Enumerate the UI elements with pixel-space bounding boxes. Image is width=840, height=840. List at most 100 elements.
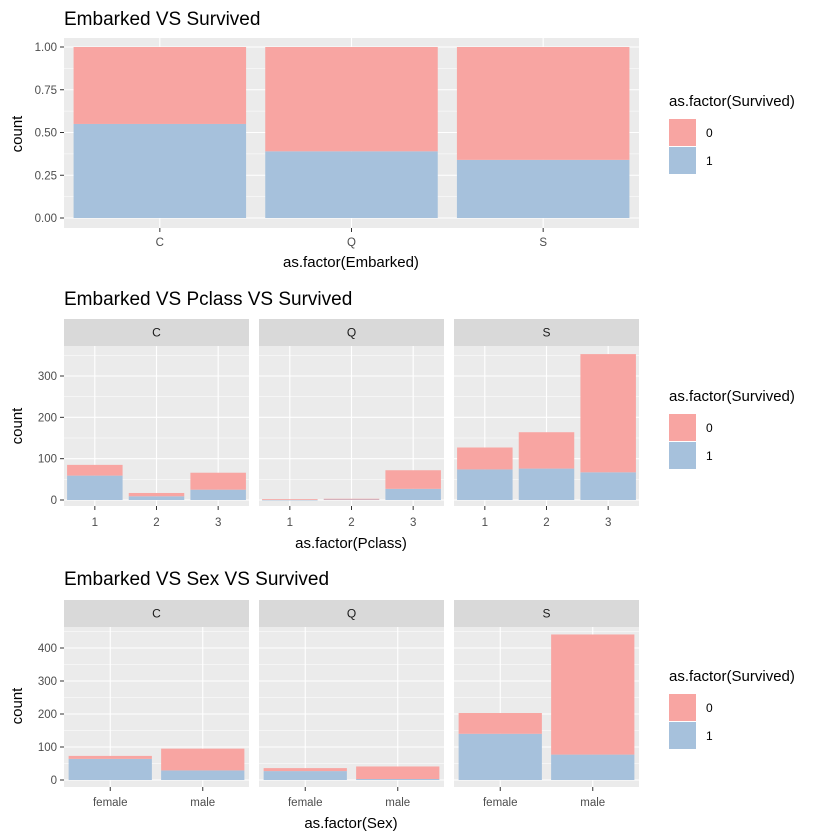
y-tick-label: 300: [38, 371, 57, 383]
bar-segment-survived-0: [67, 464, 123, 476]
bar-segment-survived-0: [265, 47, 438, 152]
x-axis-title: as.factor(Pclass): [295, 535, 407, 552]
bar-segment-survived-0: [551, 634, 635, 755]
legend-label-1: 1: [706, 729, 713, 743]
y-tick-label: 0.00: [35, 213, 57, 225]
bar-segment-survived-1: [67, 475, 123, 500]
x-axis-title: as.factor(Sex): [304, 815, 397, 832]
y-tick-label: 100: [38, 454, 57, 466]
facet-strip: [454, 600, 639, 627]
x-tick-label: 3: [410, 517, 416, 529]
bar-segment-survived-1: [458, 733, 542, 780]
facet-label: Q: [347, 326, 356, 340]
x-tick-label: female: [93, 797, 128, 809]
facet-label: S: [542, 607, 550, 621]
facet-strip: [64, 319, 249, 346]
bar-segment-survived-0: [458, 713, 542, 734]
y-tick-label: 100: [38, 742, 57, 754]
bar-segment-survived-1: [68, 758, 152, 780]
bar-segment-survived-0: [190, 472, 246, 490]
x-tick-label: S: [539, 237, 547, 249]
legend-label-1: 1: [706, 154, 713, 168]
x-tick-label: female: [288, 797, 323, 809]
bar-segment-survived-0: [323, 498, 380, 500]
x-tick-label: 1: [287, 517, 293, 529]
bar-segment-survived-1: [457, 469, 513, 500]
bar-segment-survived-0: [263, 768, 347, 772]
x-tick-label: 1: [92, 517, 98, 529]
y-tick-label: 0: [51, 775, 57, 787]
y-axis-title: count: [9, 687, 26, 725]
legend-title: as.factor(Survived): [669, 93, 795, 110]
bar-segment-survived-1: [73, 123, 247, 218]
x-tick-label: 3: [605, 517, 611, 529]
y-tick-label: 300: [38, 676, 57, 688]
x-tick-label: male: [190, 797, 215, 809]
y-tick-label: 200: [38, 412, 57, 424]
bar-segment-survived-0: [456, 47, 630, 160]
bar-segment-survived-1: [265, 151, 438, 218]
y-tick-label: 0.75: [35, 85, 57, 97]
bar-segment-survived-0: [356, 766, 440, 780]
bar-segment-survived-0: [385, 470, 441, 489]
x-tick-label: 1: [482, 517, 488, 529]
legend-swatch-1: [669, 722, 696, 749]
y-tick-label: 0.50: [35, 128, 57, 140]
chart-title: Embarked VS Pclass VS Survived: [64, 289, 352, 310]
bar-segment-survived-1: [263, 771, 347, 780]
x-tick-label: male: [580, 797, 605, 809]
facet-label: Q: [347, 607, 356, 621]
facet-strip: [259, 319, 444, 346]
bar-segment-survived-1: [518, 468, 575, 500]
x-tick-label: 2: [543, 517, 549, 529]
legend-title: as.factor(Survived): [669, 388, 795, 405]
bar-segment-survived-0: [457, 447, 513, 470]
y-tick-label: 1.00: [35, 42, 57, 54]
chart-title: Embarked VS Sex VS Survived: [64, 569, 329, 590]
x-axis-title: as.factor(Embarked): [283, 254, 419, 271]
legend-swatch-0: [669, 119, 696, 146]
bar-segment-survived-1: [128, 496, 185, 500]
bar-segment-survived-1: [456, 159, 630, 218]
bar-segment-survived-1: [385, 488, 441, 500]
bar-segment-survived-0: [128, 492, 185, 497]
legend-title: as.factor(Survived): [669, 668, 795, 685]
y-tick-label: 400: [38, 643, 57, 655]
bar-segment-survived-1: [323, 499, 380, 500]
legend-label-0: 0: [706, 126, 713, 140]
facet-label: C: [152, 326, 161, 340]
facet-label: S: [542, 326, 550, 340]
bar-segment-survived-0: [73, 47, 247, 124]
bar-segment-survived-1: [262, 499, 318, 501]
legend-swatch-1: [669, 442, 696, 469]
bar-segment-survived-1: [356, 779, 440, 780]
legend-label-0: 0: [706, 421, 713, 435]
facet-strip: [454, 319, 639, 346]
x-tick-label: female: [483, 797, 518, 809]
legend-swatch-0: [669, 414, 696, 441]
bar-segment-survived-1: [551, 754, 635, 780]
plot-panel: [259, 627, 444, 787]
y-axis-title: count: [9, 407, 26, 445]
facet-label: C: [152, 607, 161, 621]
facet-strip: [259, 600, 444, 627]
bar-segment-survived-1: [161, 770, 245, 780]
legend-label-0: 0: [706, 701, 713, 715]
facet-strip: [64, 600, 249, 627]
bar-segment-survived-0: [262, 499, 318, 500]
bar-segment-survived-0: [518, 432, 575, 469]
x-tick-label: Q: [347, 237, 356, 249]
bar-segment-survived-0: [580, 354, 636, 473]
legend-swatch-0: [669, 694, 696, 721]
y-tick-label: 0: [51, 495, 57, 507]
bar-segment-survived-1: [580, 472, 636, 500]
bar-segment-survived-0: [161, 748, 245, 771]
y-tick-label: 0.25: [35, 170, 57, 182]
x-tick-label: 2: [348, 517, 354, 529]
bar-segment-survived-0: [68, 755, 152, 759]
x-tick-label: 2: [153, 517, 159, 529]
chart-title: Embarked VS Survived: [64, 9, 260, 30]
y-axis-title: count: [9, 115, 26, 153]
x-tick-label: male: [385, 797, 410, 809]
